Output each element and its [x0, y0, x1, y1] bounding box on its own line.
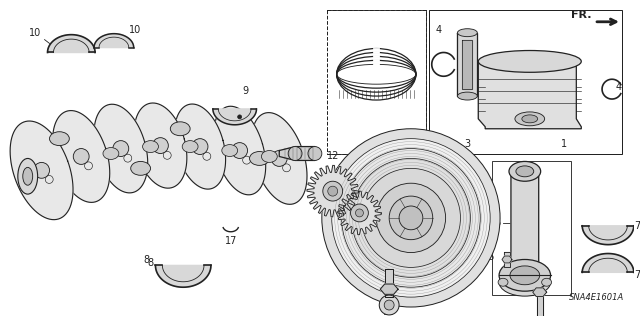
Circle shape: [380, 295, 399, 315]
Ellipse shape: [222, 145, 237, 157]
Text: 17: 17: [225, 236, 237, 246]
Circle shape: [308, 146, 322, 160]
Ellipse shape: [499, 259, 550, 291]
Circle shape: [34, 162, 49, 178]
Polygon shape: [47, 35, 95, 53]
Ellipse shape: [541, 278, 552, 286]
Bar: [429, 10, 622, 153]
Text: 8: 8: [147, 258, 154, 269]
Polygon shape: [156, 265, 211, 287]
Text: 2: 2: [373, 146, 380, 157]
Ellipse shape: [18, 159, 38, 194]
Polygon shape: [52, 111, 109, 202]
Polygon shape: [380, 284, 398, 294]
Circle shape: [399, 206, 423, 230]
Text: 7: 7: [634, 270, 640, 280]
Polygon shape: [582, 226, 634, 245]
Polygon shape: [463, 40, 472, 89]
Ellipse shape: [182, 141, 198, 152]
Ellipse shape: [458, 92, 477, 100]
Ellipse shape: [250, 152, 269, 165]
Polygon shape: [385, 269, 393, 297]
Polygon shape: [214, 106, 266, 195]
Polygon shape: [279, 146, 315, 160]
Text: 7: 7: [634, 221, 640, 231]
Polygon shape: [504, 252, 510, 267]
Text: 13: 13: [323, 206, 335, 216]
Ellipse shape: [103, 148, 119, 160]
Text: 11: 11: [177, 275, 189, 285]
Ellipse shape: [458, 29, 477, 37]
Text: 8: 8: [143, 255, 150, 264]
Bar: [327, 10, 426, 153]
Bar: [492, 161, 572, 295]
Polygon shape: [537, 292, 543, 317]
Circle shape: [271, 151, 287, 167]
Ellipse shape: [478, 50, 581, 72]
Circle shape: [152, 138, 168, 153]
Circle shape: [389, 196, 433, 240]
Polygon shape: [252, 113, 307, 204]
Ellipse shape: [510, 266, 540, 285]
Ellipse shape: [143, 141, 159, 152]
Circle shape: [73, 149, 89, 164]
Text: 10: 10: [129, 25, 141, 35]
Circle shape: [362, 168, 460, 267]
Ellipse shape: [516, 166, 534, 177]
Circle shape: [384, 300, 394, 310]
Circle shape: [323, 181, 342, 201]
Text: 3: 3: [465, 139, 470, 149]
Circle shape: [237, 115, 242, 119]
Ellipse shape: [509, 161, 541, 181]
Ellipse shape: [131, 161, 150, 175]
Circle shape: [351, 159, 470, 277]
Ellipse shape: [522, 115, 538, 123]
Polygon shape: [134, 103, 187, 188]
Polygon shape: [94, 104, 148, 193]
Polygon shape: [532, 288, 547, 296]
Circle shape: [332, 139, 490, 297]
Text: 9: 9: [243, 86, 249, 96]
Ellipse shape: [261, 151, 277, 162]
Text: 5: 5: [536, 302, 543, 312]
Circle shape: [328, 186, 338, 196]
Circle shape: [322, 129, 500, 307]
Circle shape: [355, 209, 364, 217]
Polygon shape: [458, 33, 477, 96]
Polygon shape: [94, 34, 134, 48]
Ellipse shape: [170, 122, 190, 136]
Circle shape: [351, 204, 369, 222]
Circle shape: [192, 139, 208, 154]
Polygon shape: [478, 61, 581, 129]
Text: FR.: FR.: [571, 10, 591, 20]
Polygon shape: [511, 173, 539, 271]
Polygon shape: [502, 256, 512, 263]
Polygon shape: [582, 254, 634, 272]
Text: SNA4E1601A: SNA4E1601A: [568, 293, 624, 302]
Text: 4: 4: [616, 82, 622, 92]
Ellipse shape: [49, 132, 69, 145]
Circle shape: [288, 146, 302, 160]
Ellipse shape: [515, 112, 545, 126]
Text: 1: 1: [561, 139, 568, 149]
Ellipse shape: [499, 268, 550, 296]
Polygon shape: [10, 121, 73, 220]
Ellipse shape: [23, 167, 33, 185]
Circle shape: [232, 143, 248, 159]
Polygon shape: [213, 109, 257, 125]
Circle shape: [376, 183, 445, 253]
Ellipse shape: [498, 278, 508, 286]
Polygon shape: [175, 104, 225, 189]
Text: 15: 15: [383, 307, 396, 317]
Polygon shape: [338, 191, 381, 235]
Circle shape: [113, 141, 129, 157]
Text: 4: 4: [436, 25, 442, 35]
Text: 14: 14: [379, 203, 391, 213]
Text: 16: 16: [483, 253, 495, 263]
Text: 6: 6: [494, 218, 500, 228]
Text: 12: 12: [326, 152, 339, 161]
Text: 10: 10: [29, 28, 41, 38]
Polygon shape: [307, 165, 358, 217]
Circle shape: [342, 149, 480, 287]
